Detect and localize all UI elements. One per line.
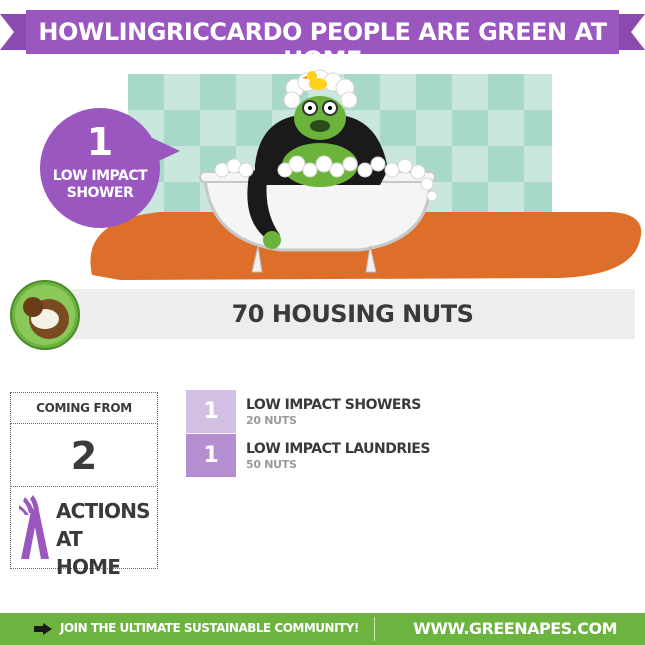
footer-bar: JOIN THE ULTIMATE SUSTAINABLE COMMUNITY!… [0, 613, 645, 645]
website-link[interactable]: WWW.GREENAPES.COM [413, 619, 617, 638]
badge-count: 1 [86, 120, 114, 164]
action-label: LOW IMPACT SHOWERS [246, 397, 421, 413]
housing-nuts-bar: 70 HOUSING NUTS [70, 289, 635, 339]
coconut-icon [10, 280, 80, 350]
footer-divider [374, 617, 375, 641]
action-nuts: 50 NUTS [246, 458, 297, 471]
action-row-showers: 1 LOW IMPACT SHOWERS 20 NUTS [186, 390, 486, 433]
bath-illustration [90, 69, 642, 280]
actions-at-home-box: ACTIONS AT HOME [10, 486, 158, 579]
low-impact-shower-badge: 1 LOW IMPACT SHOWER [40, 108, 180, 228]
page-title: HOWLINGRICCARDO PEOPLE ARE GREEN AT HOME [38, 18, 607, 74]
coming-from-label: COMING FROM [36, 401, 132, 415]
actions-label-line2: HOME [56, 555, 121, 579]
actions-count-box: 2 [10, 423, 158, 487]
coming-from-box: COMING FROM [10, 392, 158, 424]
action-count: 1 [186, 390, 236, 433]
action-count: 1 [186, 434, 236, 477]
title-ribbon [0, 10, 645, 54]
action-nuts: 20 NUTS [246, 414, 297, 427]
arrow-right-icon [34, 623, 52, 635]
badge-label: LOW IMPACT SHOWER [52, 168, 148, 201]
rubber-duck [302, 71, 327, 90]
actions-count: 2 [70, 434, 98, 478]
actions-label-line1: ACTIONS AT [56, 499, 151, 551]
actions-at-home-label: ACTIONS AT HOME [56, 497, 156, 581]
badge-tail [148, 136, 180, 166]
join-community-link[interactable]: JOIN THE ULTIMATE SUSTAINABLE COMMUNITY! [60, 621, 359, 635]
action-label: LOW IMPACT LAUNDRIES [246, 441, 430, 457]
greenapes-a-icon [19, 495, 49, 559]
action-row-laundries: 1 LOW IMPACT LAUNDRIES 50 NUTS [186, 434, 486, 477]
housing-nuts-label: 70 HOUSING NUTS [231, 300, 474, 328]
